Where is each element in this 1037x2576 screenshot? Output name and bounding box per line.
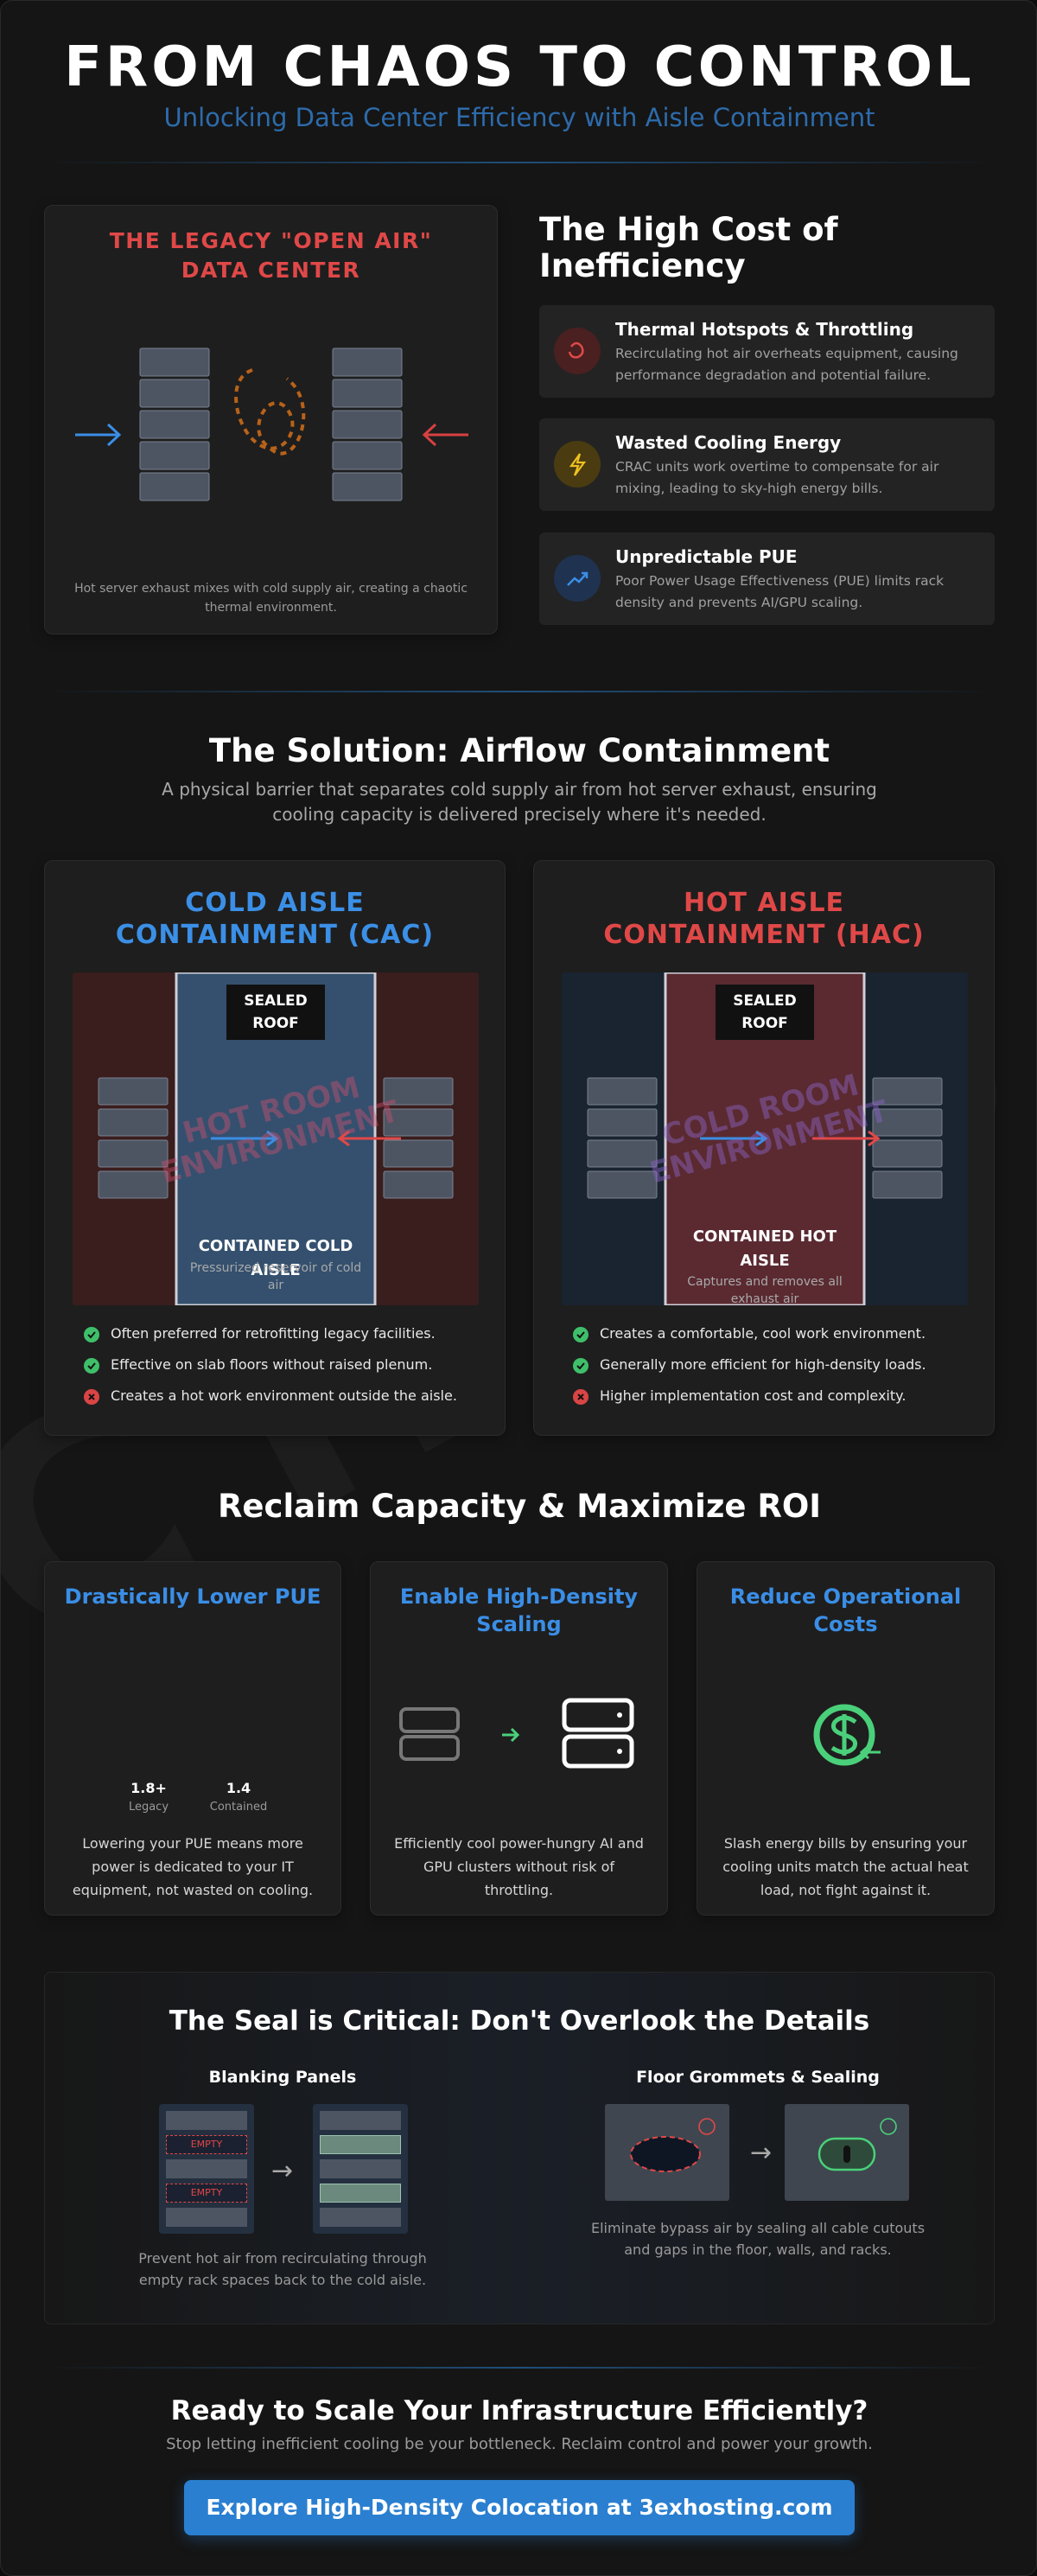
pue-label: Legacy	[128, 1801, 169, 1814]
roi-card: Enable High-Density Scaling Efficiently …	[370, 1561, 668, 1916]
pue-label: Contained	[209, 1801, 268, 1814]
check-icon	[84, 1358, 99, 1374]
solution-description: A physical barrier that separates cold s…	[162, 779, 877, 825]
item-title: Thermal Hotspots & Throttling	[615, 319, 914, 340]
point-text: Often preferred for retrofitting legacy …	[111, 1325, 436, 1342]
seal-section: The Seal is Critical: Don't Overlook the…	[44, 1972, 995, 2324]
point-text: Generally more efficient for high-densit…	[600, 1356, 926, 1373]
containment-title: HOT AISLE CONTAINMENT (HAC)	[603, 888, 925, 950]
item-title: Wasted Cooling Energy	[615, 432, 842, 453]
aisle-note: Captures and removes all exhaust air	[687, 1275, 843, 1305]
cross-icon	[84, 1389, 99, 1405]
grommet-diagram: →	[605, 2104, 909, 2201]
divider	[44, 2367, 995, 2369]
energy-icon	[554, 441, 601, 488]
containment-title: COLD AISLE CONTAINMENT (CAC)	[115, 888, 435, 950]
point-text: Creates a comfortable, cool work environ…	[600, 1325, 926, 1342]
arrow: →	[271, 2156, 294, 2186]
legacy-card: THE LEGACY "OPEN AIR" DATA CENTER Hot se…	[44, 205, 498, 634]
legacy-diagram	[75, 348, 468, 501]
aisle-label: CONTAINED COLD AISLE	[198, 1237, 353, 1279]
diagram-shapes	[587, 972, 943, 1305]
check-icon	[573, 1358, 588, 1374]
pue-value: 1.8+	[130, 1780, 167, 1796]
aisle-note: Pressurized reservoir of cold air	[189, 1261, 362, 1292]
roi-card: Reduce Operational Costs Slash energy bi…	[697, 1561, 995, 1916]
empty-slot: EMPTY	[166, 2135, 247, 2154]
cost-title: The High Cost of Inefficiency	[539, 211, 838, 284]
cta-title: Ready to Scale Your Infrastructure Effic…	[170, 2395, 868, 2426]
seal-item-text: Eliminate bypass air by sealing all cabl…	[590, 2220, 926, 2258]
roi-title: Reclaim Capacity & Maximize ROI	[217, 1488, 822, 1525]
cross-icon	[573, 1389, 588, 1405]
seal-item-title: Blanking Panels	[208, 2068, 357, 2087]
roof-label: SEALED ROOF	[226, 985, 325, 1040]
cost-item: Wasted Cooling Energy CRAC units work ov…	[539, 418, 995, 511]
rack-after	[313, 2104, 408, 2234]
arrow: →	[750, 2138, 772, 2168]
check-icon	[573, 1327, 588, 1342]
containment-card: COLD AISLE CONTAINMENT (CAC) SEALED ROOF…	[44, 860, 506, 1436]
legacy-title: THE LEGACY "OPEN AIR" DATA CENTER	[109, 228, 433, 283]
cost-item: Unpredictable PUE Poor Power Usage Effec…	[539, 532, 995, 625]
roi-card-title: Reduce Operational Costs	[729, 1584, 962, 1636]
solution-title: The Solution: Airflow Containment	[208, 732, 830, 769]
cta-button[interactable]: Explore High-Density Colocation at 3exho…	[184, 2480, 855, 2535]
hotspot-icon	[554, 328, 601, 374]
item-title: Unpredictable PUE	[615, 546, 798, 567]
aisle-label: CONTAINED HOT AISLE	[692, 1227, 837, 1270]
point-text: Creates a hot work environment outside t…	[111, 1387, 457, 1404]
check-icon	[84, 1327, 99, 1342]
divider	[44, 691, 995, 692]
item-text: Recirculating hot air overheats equipmen…	[615, 346, 958, 383]
legacy-caption: Hot server exhaust mixes with cold suppl…	[74, 582, 468, 615]
roi-card-title: Enable High-Density Scaling	[399, 1584, 639, 1636]
roof-label: SEALED ROOF	[716, 985, 814, 1040]
seal-title: The Seal is Critical: Don't Overlook the…	[169, 2005, 870, 2037]
pue-value: 1.4	[226, 1780, 251, 1796]
item-text: CRAC units work overtime to compensate f…	[615, 459, 939, 496]
empty-slot: EMPTY	[166, 2184, 247, 2203]
title: FROM CHAOS TO CONTROL	[64, 35, 975, 99]
pue-icon	[554, 555, 601, 602]
subtitle: Unlocking Data Center Efficiency with Ai…	[163, 103, 875, 132]
seal-item-title: Floor Grommets & Sealing	[636, 2068, 880, 2087]
containment-diagram: SEALED ROOF COLD ROOM ENVIRONMENT CONTAINE…	[562, 972, 968, 1305]
containment-diagram: SEALED ROOF HOT ROOM ENVIRONMENT CONTAINED…	[73, 972, 479, 1305]
point-text: Effective on slab floors without raised …	[111, 1356, 433, 1373]
seal-item-text: Prevent hot air from recirculating throu…	[138, 2250, 427, 2288]
containment-card: HOT AISLE CONTAINMENT (HAC) SEALED ROOF C…	[533, 860, 995, 1436]
point-text: Higher implementation cost and complexit…	[600, 1387, 907, 1404]
cost-item: Thermal Hotspots & Throttling Recirculat…	[539, 305, 995, 398]
roi-card-text: Lowering your PUE means more power is de…	[72, 1835, 314, 1898]
cta-text: Stop letting inefficient cooling be your…	[166, 2435, 873, 2453]
roi-card-text: Efficiently cool power-hungry AI and GPU…	[394, 1835, 644, 1898]
scaling-icon	[399, 1698, 634, 1769]
divider	[44, 162, 995, 163]
roi-card-title: Drastically Lower PUE	[64, 1584, 321, 1609]
cost-icon	[813, 1704, 881, 1766]
item-text: Poor Power Usage Effectiveness (PUE) lim…	[615, 573, 945, 610]
roi-card-text: Slash energy bills by ensuring your cool…	[722, 1835, 969, 1898]
rack-before: EMPTY EMPTY	[159, 2104, 254, 2234]
roi-card: Drastically Lower PUE 1.8+ Legacy 1.4 Co…	[44, 1561, 341, 1916]
